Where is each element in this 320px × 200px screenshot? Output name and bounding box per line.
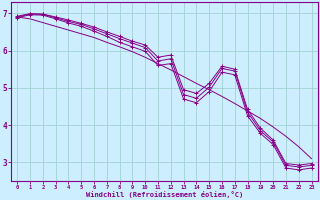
X-axis label: Windchill (Refroidissement éolien,°C): Windchill (Refroidissement éolien,°C) <box>86 191 243 198</box>
